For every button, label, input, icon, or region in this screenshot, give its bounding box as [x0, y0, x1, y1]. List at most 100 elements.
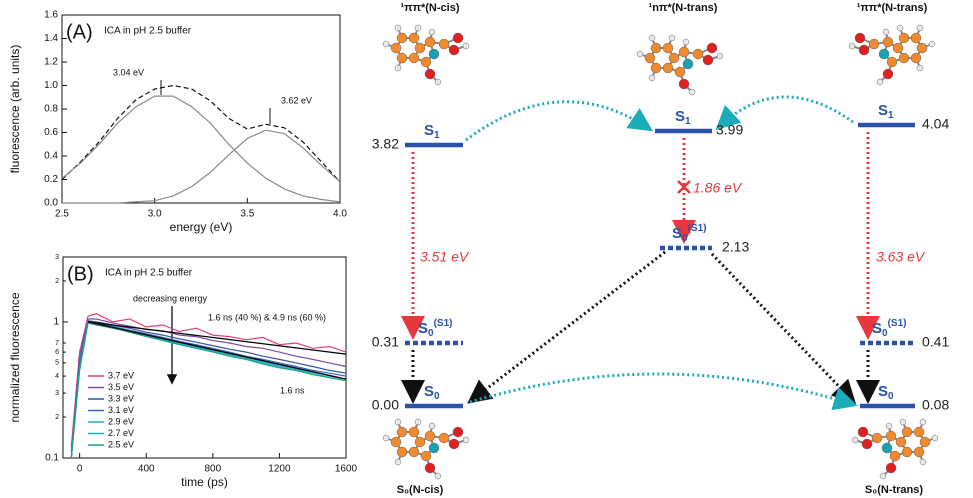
- atom: [848, 42, 856, 50]
- atom: [919, 458, 927, 466]
- y-tick-label: 0.2: [44, 174, 58, 185]
- legend-label: 2.5 eV: [108, 439, 134, 449]
- arrow: [467, 250, 666, 404]
- series-line: [70, 313, 347, 448]
- atom: [428, 442, 440, 454]
- y-tick-label: 1.2: [44, 57, 58, 68]
- annotation: 3.04 eV: [113, 67, 144, 77]
- y-tick-label: 0.1: [45, 453, 59, 464]
- atom: [928, 40, 936, 48]
- level-label: S1: [878, 102, 894, 121]
- y-tick-label: 0.0: [44, 198, 58, 209]
- atom: [408, 426, 420, 438]
- x-tick-label: 400: [138, 464, 155, 475]
- atom: [420, 450, 432, 462]
- panel-label: (B): [67, 263, 94, 285]
- atom: [716, 52, 724, 60]
- atom: [396, 426, 408, 438]
- atom: [706, 42, 718, 54]
- atom: [414, 418, 422, 426]
- y-tick-label: 2: [55, 414, 59, 421]
- atom: [462, 42, 470, 50]
- state-title: ¹ππ*(N-trans): [857, 2, 928, 14]
- series-line: [70, 320, 347, 459]
- atom: [682, 58, 694, 70]
- level-symbol: S: [672, 225, 682, 242]
- x-axis-label: energy (eV): [170, 220, 233, 234]
- atom: [892, 42, 904, 54]
- atom: [408, 446, 420, 458]
- atom: [879, 472, 887, 480]
- atom: [394, 418, 402, 426]
- atom: [394, 24, 402, 32]
- plot-frame: [62, 256, 347, 459]
- arrow: [710, 252, 857, 405]
- molecule: [382, 418, 470, 480]
- transition-energy: 3.51 eV: [420, 249, 470, 265]
- level-label: S0(S1): [418, 318, 452, 339]
- panel-title: ICA in pH 2.5 buffer: [104, 26, 192, 37]
- y-tick-label: 1.0: [44, 80, 58, 91]
- atom: [857, 426, 869, 438]
- x-tick-label: 4.0: [333, 209, 347, 220]
- atom: [682, 38, 690, 46]
- atom: [424, 36, 436, 48]
- atom: [886, 56, 898, 68]
- level-subscript: 1: [434, 130, 440, 141]
- atom: [424, 68, 436, 80]
- series-line: [70, 318, 347, 453]
- atom: [648, 74, 656, 82]
- atom: [881, 442, 893, 454]
- molecule: [636, 34, 724, 96]
- y-tick-label: 2: [55, 278, 59, 285]
- x-tick-label: 1200: [268, 464, 291, 475]
- atom: [885, 430, 897, 442]
- atom: [916, 42, 928, 54]
- atom: [878, 48, 890, 60]
- atom: [408, 52, 420, 64]
- atom: [895, 436, 907, 448]
- annotation: 1.6 ns: [280, 385, 305, 395]
- atom: [871, 432, 883, 444]
- atom: [452, 426, 464, 438]
- level-subscript: 1: [888, 110, 894, 121]
- plot-frame: [61, 14, 341, 204]
- atom: [644, 52, 656, 64]
- level-label: S0: [424, 383, 440, 402]
- y-axis-label: normalized fluorescence: [8, 292, 22, 422]
- atom: [382, 40, 390, 48]
- atom: [396, 32, 408, 44]
- level-subscript: 1: [685, 116, 691, 127]
- atom: [858, 44, 870, 56]
- x-tick-label: 3.5: [240, 209, 254, 220]
- level-symbol: S: [418, 320, 428, 337]
- y-tick-label: 4: [55, 373, 59, 380]
- atom: [434, 472, 442, 480]
- atom: [394, 458, 402, 466]
- atom: [420, 56, 432, 68]
- atom: [916, 24, 924, 32]
- atom: [668, 52, 680, 64]
- series-line: [70, 322, 347, 459]
- level-subscript: 0: [682, 233, 688, 244]
- atom: [650, 62, 662, 74]
- atom: [931, 434, 939, 442]
- state-title: ¹nπ*(N-trans): [649, 2, 718, 14]
- series-line: [87, 321, 347, 380]
- y-tick-label: 0.4: [44, 151, 58, 162]
- atom: [394, 64, 402, 72]
- atom: [868, 38, 880, 50]
- x-tick-label: 800: [204, 464, 221, 475]
- legend-label: 3.3 eV: [108, 393, 134, 403]
- atom: [424, 462, 436, 474]
- legend-label: 2.7 eV: [108, 428, 134, 438]
- atom: [910, 52, 922, 64]
- level-label: S1: [424, 122, 440, 141]
- atom: [674, 66, 686, 78]
- atom: [913, 426, 925, 438]
- atom: [424, 430, 436, 442]
- series-line: [62, 129, 341, 204]
- level-symbol: S: [878, 383, 888, 400]
- atom: [414, 436, 426, 448]
